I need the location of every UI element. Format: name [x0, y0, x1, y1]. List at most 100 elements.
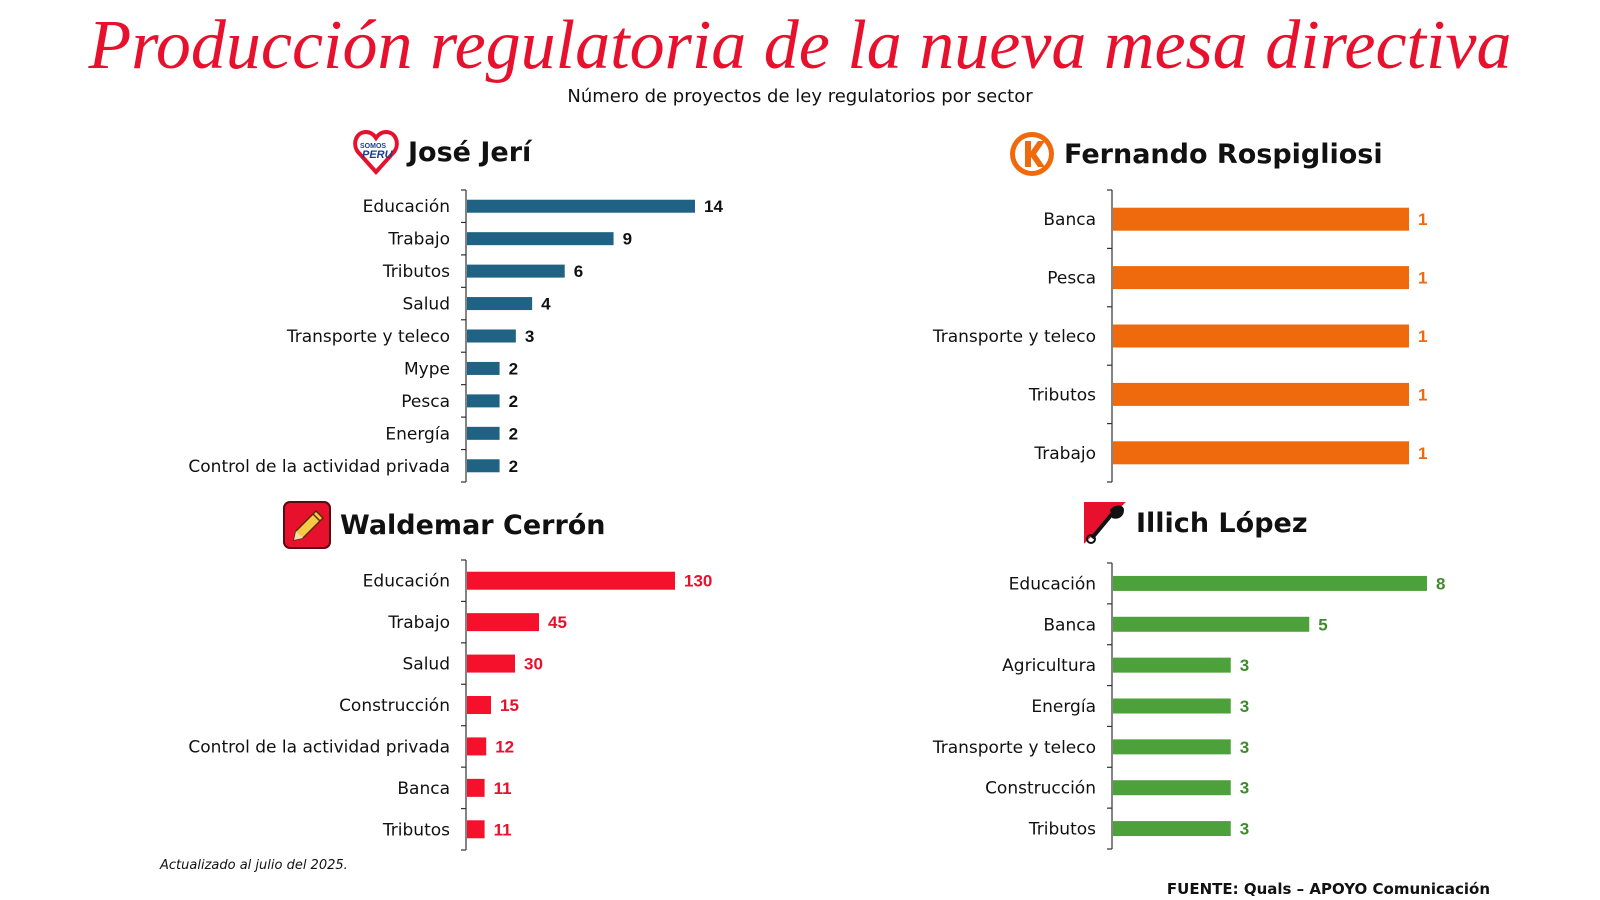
category-label: Energía — [385, 424, 450, 444]
value-label: 130 — [684, 572, 712, 591]
bar — [467, 571, 675, 590]
category-label: Tributos — [382, 820, 450, 840]
category-label: Energía — [1031, 697, 1096, 717]
bar — [467, 426, 500, 440]
bar — [467, 199, 695, 213]
category-label: Pesca — [401, 392, 450, 412]
accion-popular-shovel-icon — [1084, 502, 1126, 544]
category-label: Transporte y teleco — [932, 738, 1096, 758]
chart-subtitle: Número de proyectos de ley regulatorios … — [567, 86, 1033, 107]
category-label: Tributos — [382, 262, 450, 282]
value-label: 2 — [509, 424, 518, 443]
value-label: 6 — [574, 262, 583, 281]
category-label: Educación — [363, 572, 450, 592]
value-label: 1 — [1418, 210, 1427, 229]
bar — [1113, 441, 1409, 465]
value-label: 3 — [1240, 656, 1249, 675]
value-label: 12 — [495, 737, 514, 756]
category-label: Trabajo — [387, 613, 450, 633]
bar — [1113, 821, 1231, 837]
panel-header-lopez: Illich López — [1082, 500, 1308, 546]
update-note: Actualizado al julio del 2025. — [160, 858, 348, 873]
value-label: 3 — [1240, 779, 1249, 798]
value-label: 1 — [1418, 444, 1427, 463]
value-label: 2 — [509, 457, 518, 476]
bar — [467, 778, 485, 797]
category-label: Transporte y teleco — [286, 327, 450, 347]
category-label: Tributos — [1028, 385, 1096, 405]
panel-title-jeri: José Jerí — [408, 136, 532, 168]
category-label: Banca — [397, 779, 450, 799]
category-label: Tributos — [1028, 820, 1096, 840]
bar — [1113, 698, 1231, 714]
panel-header-rospigliosi: Fernando Rospigliosi — [1008, 130, 1383, 178]
bar-chart-rospigliosi: Banca 1 Pesca 1 Transporte y teleco 1 Tributos… — [932, 189, 1427, 483]
bar — [1113, 382, 1409, 406]
bar — [467, 264, 565, 278]
value-label: 15 — [500, 696, 519, 715]
value-label: 4 — [541, 295, 551, 314]
value-label: 11 — [494, 820, 512, 839]
category-label: Trabajo — [1033, 444, 1096, 464]
category-label: Construcción — [339, 696, 450, 716]
logo-text-peru: PERU — [362, 149, 394, 161]
value-label: 3 — [1240, 820, 1249, 839]
bar — [467, 737, 487, 756]
bar — [467, 459, 500, 473]
bar — [467, 329, 516, 343]
bar-chart-cerron: Educación 130 Trabajo 45 Salud 30 Construcción… — [188, 559, 712, 851]
panel-title-rospigliosi: Fernando Rospigliosi — [1064, 138, 1383, 170]
source-credit: FUENTE: Quals – APOYO Comunicación — [1166, 880, 1490, 898]
bar — [467, 820, 485, 839]
category-label: Construcción — [985, 779, 1096, 799]
value-label: 2 — [509, 392, 518, 411]
somos-peru-heart-icon: SOMOS PERU — [353, 129, 399, 175]
value-label: 9 — [623, 230, 632, 249]
value-label: 5 — [1318, 615, 1327, 634]
value-label: 1 — [1418, 327, 1427, 346]
panel-header-cerron: Waldemar Cerrón — [282, 500, 606, 550]
bar — [467, 361, 500, 375]
value-label: 1 — [1418, 385, 1427, 404]
value-label: 45 — [548, 613, 567, 632]
category-label: Educación — [1009, 574, 1096, 594]
bar-chart-lopez: Educación 8 Banca 5 Agricultura 3 Energía 3 Tran… — [932, 562, 1445, 850]
bar — [467, 232, 614, 246]
value-label: 8 — [1436, 574, 1445, 593]
category-label: Agricultura — [1002, 656, 1096, 676]
peru-libre-pencil-icon — [283, 501, 331, 549]
value-label: 11 — [494, 779, 512, 798]
value-label: 3 — [525, 327, 534, 346]
bar — [1113, 739, 1231, 755]
bar-chart-jeri: Educación 14 Trabajo 9 Tributos 6 Salud 4 Transp… — [188, 189, 723, 483]
category-label: Mype — [404, 359, 450, 379]
category-label: Salud — [403, 295, 451, 315]
category-label: Transporte y teleco — [932, 327, 1096, 347]
bar — [1113, 616, 1310, 632]
bar — [467, 297, 533, 311]
bar — [1113, 780, 1231, 796]
panel-title-cerron: Waldemar Cerrón — [340, 509, 606, 541]
value-label: 14 — [704, 197, 723, 216]
category-label: Pesca — [1047, 269, 1096, 289]
bar — [467, 613, 539, 632]
panel-title-lopez: Illich López — [1136, 507, 1308, 539]
bar — [467, 696, 491, 714]
value-label: 3 — [1240, 738, 1249, 757]
bar — [1113, 266, 1409, 290]
value-label: 30 — [524, 655, 543, 674]
bar — [1113, 575, 1427, 591]
fuerza-popular-k-icon — [1010, 132, 1054, 176]
category-label: Control de la actividad privada — [188, 737, 450, 757]
chart-title: Producción regulatoria de la nueva mesa … — [88, 7, 1512, 84]
panel-header-jeri: SOMOS PERU José Jerí — [352, 128, 531, 176]
value-label: 3 — [1240, 697, 1249, 716]
bar — [1113, 324, 1409, 348]
logo-text-somos: SOMOS — [360, 143, 386, 150]
bar — [1113, 207, 1409, 231]
bar — [467, 394, 500, 408]
bar — [467, 654, 515, 673]
category-label: Salud — [403, 655, 451, 675]
value-label: 1 — [1418, 269, 1427, 288]
